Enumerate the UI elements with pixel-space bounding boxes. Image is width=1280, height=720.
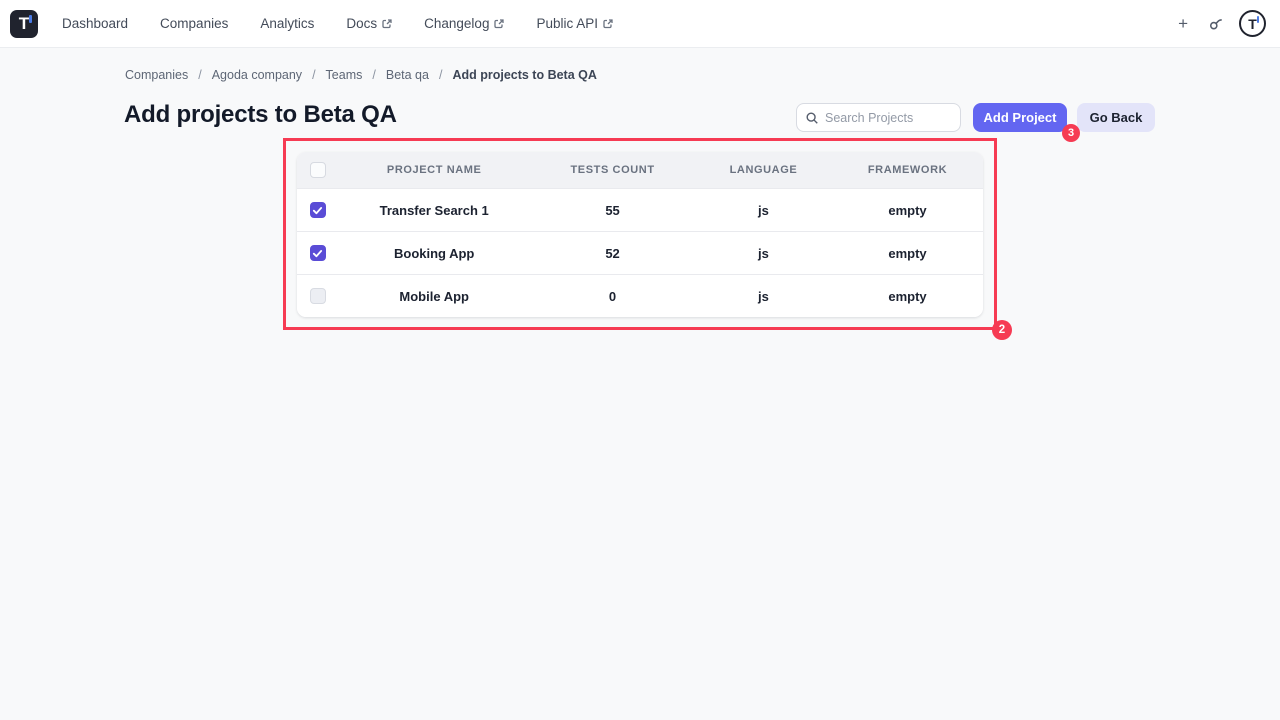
nav-item-changelog[interactable]: Changelog bbox=[424, 16, 505, 31]
row-checkbox[interactable] bbox=[309, 245, 326, 261]
column-header-framework: FRAMEWORK bbox=[867, 164, 948, 176]
nav-item-label: Analytics bbox=[260, 16, 315, 31]
column-header-project-name: PROJECT NAME bbox=[386, 164, 482, 176]
nav-item-label: Docs bbox=[346, 16, 378, 31]
search-projects-box bbox=[796, 103, 961, 132]
project-name-cell: Transfer Search 1 bbox=[379, 202, 489, 218]
nav-item-dashboard[interactable]: Dashboard bbox=[62, 16, 128, 31]
breadcrumb-separator: / bbox=[438, 68, 443, 82]
project-name-cell: Mobile App bbox=[399, 288, 469, 304]
page-title: Add projects to Beta QA bbox=[124, 101, 397, 128]
table-body: Transfer Search 1 55 js empty Booking Ap… bbox=[297, 188, 983, 317]
language-cell: js bbox=[758, 245, 769, 261]
breadcrumb-beta-qa[interactable]: Beta qa bbox=[385, 68, 429, 82]
select-all-checkbox[interactable] bbox=[309, 162, 326, 178]
nav-item-label: Public API bbox=[536, 16, 598, 31]
table-row: Booking App 52 js empty bbox=[297, 231, 983, 274]
projects-table: PROJECT NAME TESTS COUNT LANGUAGE FRAMEW… bbox=[297, 152, 983, 317]
nav-item-analytics[interactable]: Analytics bbox=[260, 16, 314, 31]
tests-count-cell: 55 bbox=[605, 202, 620, 218]
external-link-icon bbox=[494, 18, 505, 29]
language-cell: js bbox=[758, 202, 769, 218]
column-header-language: LANGUAGE bbox=[729, 164, 798, 176]
breadcrumb-separator: / bbox=[198, 68, 202, 82]
avatar-accent bbox=[1256, 16, 1259, 23]
table-header-row: PROJECT NAME TESTS COUNT LANGUAGE FRAMEW… bbox=[297, 152, 983, 188]
add-project-button[interactable]: Add Project bbox=[973, 103, 1067, 132]
nav-item-label: Companies bbox=[160, 16, 229, 31]
top-navbar: T Dashboard Companies Analytics Docs Cha… bbox=[0, 0, 1280, 48]
nav-item-public-api[interactable]: Public API bbox=[536, 16, 613, 31]
project-name-cell: Booking App bbox=[393, 245, 475, 261]
external-link-icon bbox=[603, 18, 613, 29]
tests-count-cell: 0 bbox=[608, 288, 617, 304]
table-row: Mobile App 0 js empty bbox=[297, 274, 983, 317]
app-logo-accent bbox=[29, 14, 32, 23]
framework-cell: empty bbox=[888, 202, 927, 218]
annotation-badge-2: 2 bbox=[992, 320, 1012, 340]
row-checkbox[interactable] bbox=[309, 202, 326, 218]
nav-item-companies[interactable]: Companies bbox=[160, 16, 228, 31]
table-row: Transfer Search 1 55 js empty bbox=[297, 188, 983, 231]
app-logo[interactable]: T bbox=[10, 9, 38, 38]
tests-count-cell: 52 bbox=[605, 245, 620, 261]
user-avatar[interactable]: T bbox=[1239, 10, 1266, 37]
search-projects-input[interactable] bbox=[825, 110, 952, 125]
framework-cell: empty bbox=[888, 288, 927, 304]
framework-cell: empty bbox=[888, 245, 927, 261]
breadcrumb: Companies / Agoda company / Teams / Beta… bbox=[125, 68, 597, 82]
nav-item-label: Changelog bbox=[424, 16, 490, 31]
avatar-letter: T bbox=[1248, 15, 1257, 32]
column-header-tests-count: TESTS COUNT bbox=[570, 164, 655, 176]
main-nav: Dashboard Companies Analytics Docs Chang… bbox=[62, 16, 613, 31]
nav-item-docs[interactable]: Docs bbox=[346, 16, 392, 31]
breadcrumb-separator: / bbox=[312, 68, 316, 82]
external-link-icon bbox=[382, 18, 392, 29]
nav-item-label: Dashboard bbox=[62, 16, 129, 31]
navbar-right: + T bbox=[1174, 10, 1266, 37]
breadcrumb-teams[interactable]: Teams bbox=[325, 68, 363, 82]
row-checkbox[interactable] bbox=[309, 288, 326, 304]
breadcrumb-current: Add projects to Beta QA bbox=[452, 68, 597, 82]
breadcrumb-separator: / bbox=[372, 68, 376, 82]
breadcrumb-companies[interactable]: Companies bbox=[125, 68, 189, 82]
plus-icon[interactable]: + bbox=[1178, 14, 1188, 33]
search-lens-icon[interactable] bbox=[1207, 15, 1224, 32]
breadcrumb-agoda-company[interactable]: Agoda company bbox=[211, 68, 303, 82]
language-cell: js bbox=[758, 288, 769, 304]
app-logo-letter: T bbox=[18, 13, 30, 33]
search-icon bbox=[805, 111, 819, 125]
go-back-button[interactable]: Go Back bbox=[1077, 103, 1155, 132]
